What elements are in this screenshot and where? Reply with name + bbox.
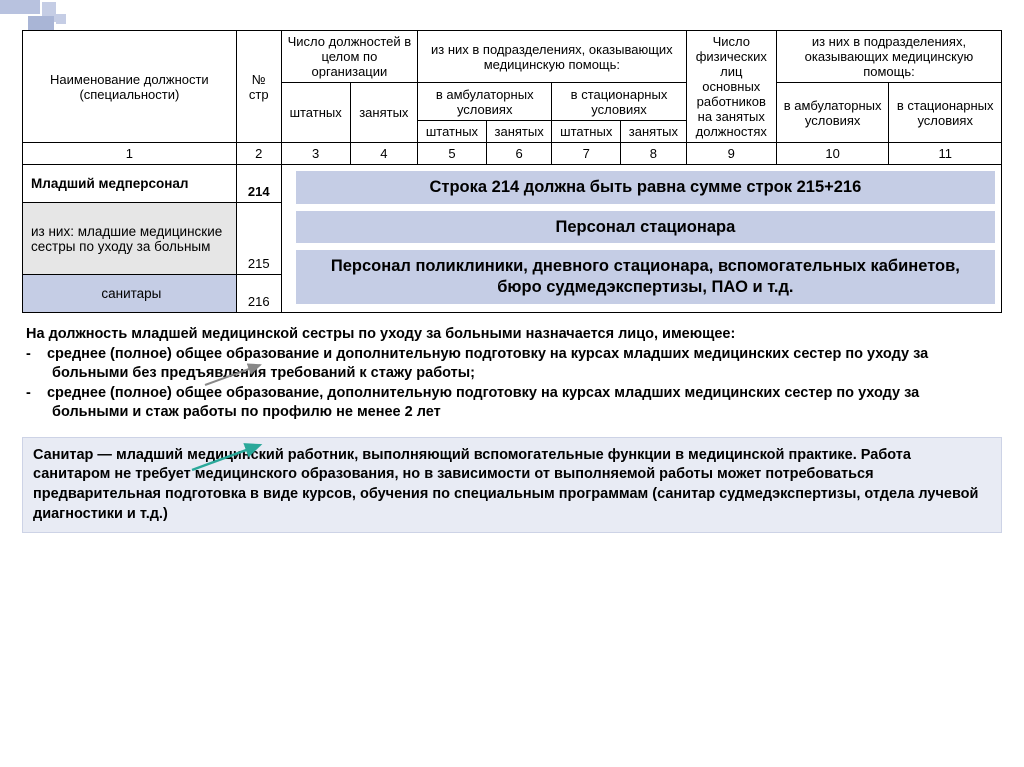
row-215-label: из них: младшие медицинские сестры по ух… xyxy=(23,203,237,275)
callout-polyclinic: Персонал поликлиники, дневного стационар… xyxy=(296,250,995,303)
hdr-sub-sht1: штатных xyxy=(418,121,487,143)
requirements-note: На должность младшей медицинской сестры … xyxy=(22,325,1002,423)
hdr-subdiv: из них в подразделениях, оказывающих мед… xyxy=(418,31,687,83)
hdr-name: Наименование должности (специальности) xyxy=(23,31,237,143)
callout-stationary: Персонал стационара xyxy=(296,211,995,244)
note-intro: На должность младшей медицинской сестры … xyxy=(26,325,998,345)
hdr-stac2: в стационарных условиях xyxy=(889,83,1002,143)
hdr-amb2: в амбулаторных условиях xyxy=(776,83,889,143)
row-216-num: 216 xyxy=(236,275,281,313)
hdr-stac: в стационарных условиях xyxy=(552,83,686,121)
hdr-shtat: штатных xyxy=(281,83,350,143)
row-216-label: санитары xyxy=(23,275,237,313)
positions-table: Наименование должности (специальности) №… xyxy=(22,30,1002,313)
hdr-subdiv2: из них в подразделениях, оказывающих мед… xyxy=(776,31,1001,83)
hdr-sub-zan2: занятых xyxy=(621,121,686,143)
corner-decoration xyxy=(0,0,90,30)
callout-sum: Строка 214 должна быть равна сумме строк… xyxy=(296,171,995,204)
hdr-sub-sht2: штатных xyxy=(552,121,621,143)
row-214-num: 214 xyxy=(236,165,281,203)
note-item: среднее (полное) общее образование, допо… xyxy=(26,384,998,423)
hdr-physical: Число физических лиц основных работников… xyxy=(686,31,776,143)
hdr-zanyat: занятых xyxy=(350,83,418,143)
hdr-amb: в амбулаторных условиях xyxy=(418,83,552,121)
hdr-sub-zan1: занятых xyxy=(486,121,551,143)
table-row: Младший медперсонал 214 Строка 214 должн… xyxy=(23,165,1002,203)
hdr-total-positions: Число должностей в целом по организации xyxy=(281,31,417,83)
hdr-rownum: № стр xyxy=(236,31,281,143)
column-number-row: 123 456 789 1011 xyxy=(23,143,1002,165)
row-214-label: Младший медперсонал xyxy=(23,165,237,203)
sanitar-definition: Санитар — младший медицинский работник, … xyxy=(22,437,1002,533)
row-215-num: 215 xyxy=(236,203,281,275)
note-item: среднее (полное) общее образование и доп… xyxy=(26,345,998,384)
